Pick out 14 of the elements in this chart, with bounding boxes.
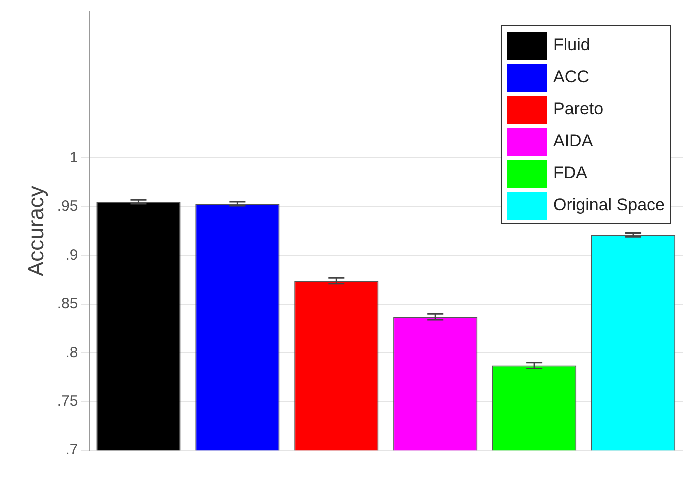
legend-label: Fluid [553, 36, 590, 55]
y-tick-label: .85 [57, 296, 78, 313]
y-axis-title: Accuracy [23, 186, 48, 277]
y-tick-label: .9 [66, 246, 78, 264]
y-tick-label: .7 [66, 442, 78, 459]
y-tick-label: .8 [66, 344, 78, 362]
legend-label: Pareto [553, 100, 604, 119]
y-tick-label: 1 [70, 149, 78, 166]
legend-label: Original Space [553, 196, 666, 215]
y-tick-label: .95 [57, 198, 78, 216]
y-tick-label: .75 [57, 393, 78, 410]
legend-label: AIDA [553, 132, 594, 151]
legend-label: FDA [553, 164, 588, 183]
legend-label: ACC [553, 68, 590, 87]
